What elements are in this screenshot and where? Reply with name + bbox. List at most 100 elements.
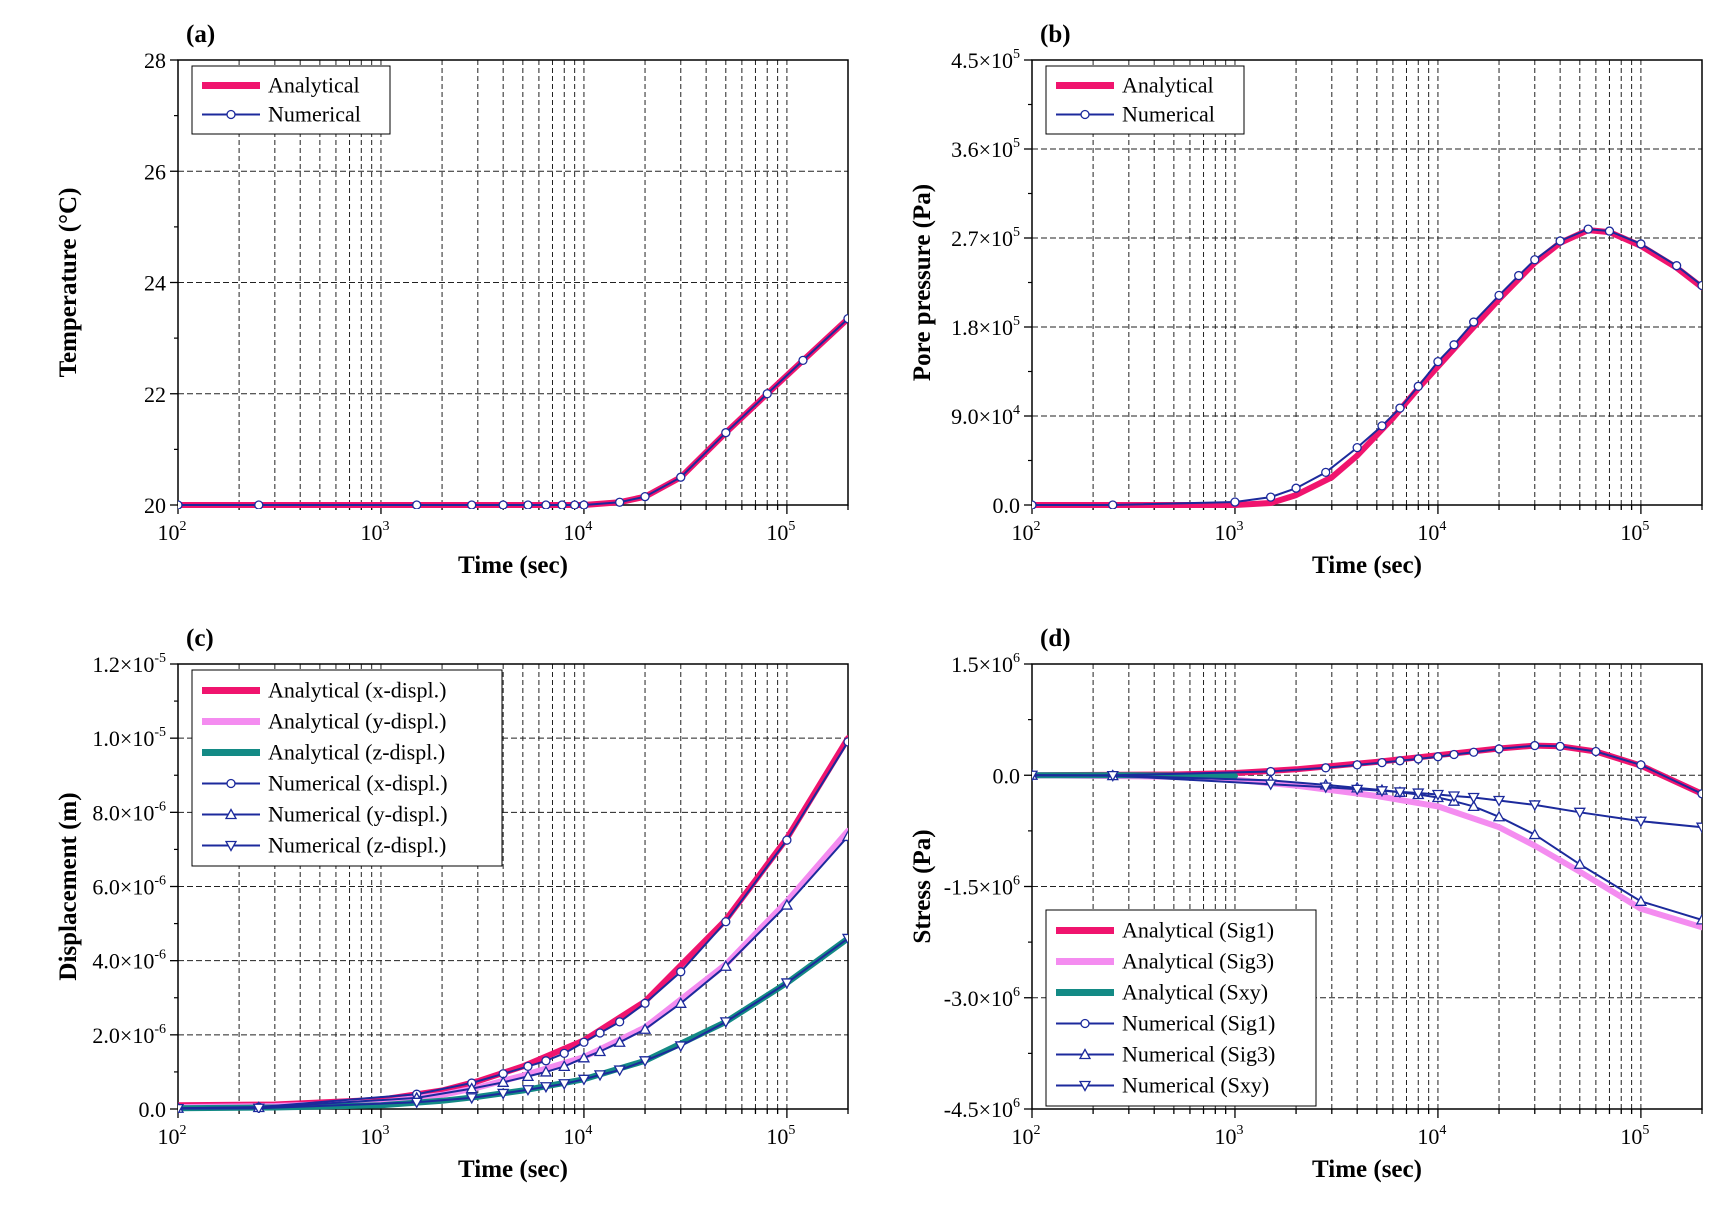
y-tick-label: 9.0×104 <box>951 403 1020 429</box>
legend-label: Analytical (Sig3) <box>1122 949 1274 974</box>
data-point <box>595 1028 605 1038</box>
data-point <box>1321 467 1331 478</box>
legend-label: Analytical (z-displ.) <box>268 740 445 765</box>
x-tick-label-exp: 4 <box>1439 1123 1446 1138</box>
y-axis-label: Temperature (°C) <box>55 188 82 378</box>
data-point <box>1636 760 1646 770</box>
legend-marker <box>226 109 236 120</box>
series-line <box>178 937 848 1110</box>
x-tick-label: 104 <box>563 1123 592 1149</box>
y-tick-label: 0.0 <box>993 493 1021 518</box>
data-point <box>1469 747 1479 757</box>
y-tick-label-exp: 4 <box>1013 403 1020 418</box>
legend-box <box>1045 65 1245 135</box>
legend-box <box>1045 909 1317 1107</box>
data-point <box>1431 789 1445 801</box>
data-point <box>615 1017 625 1027</box>
y-tick-label: 1.8×105 <box>951 314 1020 340</box>
y-tick-label-base: 3.6×10 <box>951 137 1013 162</box>
data-point <box>1671 261 1682 271</box>
data-point <box>613 1035 626 1047</box>
panel-label: (c) <box>186 625 214 652</box>
data-point <box>1032 500 1037 509</box>
x-tick-label-exp: 2 <box>1034 519 1041 534</box>
data-point <box>613 1065 626 1077</box>
x-tick-label-base: 10 <box>158 520 180 545</box>
x-tick-label-base: 10 <box>1214 1124 1236 1149</box>
y-tick-label-base: 2.0×10 <box>92 1023 154 1048</box>
series-line <box>1032 774 1702 829</box>
x-tick-label-base: 10 <box>766 520 788 545</box>
x-tick-label: 102 <box>1012 1123 1041 1149</box>
data-point <box>1351 784 1364 796</box>
y-tick-label-base: 8.0×10 <box>92 800 154 825</box>
data-point <box>579 1037 589 1047</box>
data-point <box>1634 816 1648 828</box>
data-point <box>521 1085 535 1097</box>
data-point <box>1319 782 1332 794</box>
legend: Analytical Numerical <box>1045 65 1245 135</box>
data-point <box>1352 760 1362 770</box>
data-point <box>1413 381 1423 391</box>
series-line <box>178 741 848 1110</box>
x-tick-label-base: 10 <box>766 1124 788 1149</box>
x-tick-label-base: 10 <box>158 1124 180 1149</box>
y-tick-label-base: -1.5×10 <box>944 875 1013 900</box>
data-point <box>465 1093 478 1105</box>
legend-label: Numerical <box>268 102 361 127</box>
chart-panel-d: 102 103 104 105-4.5×106-3.0×106-1.5×1060.01… <box>909 625 1703 1183</box>
series-numerical <box>1032 224 1702 509</box>
data-point <box>410 1097 423 1109</box>
y-tick-label: 0.0 <box>139 1097 167 1122</box>
y-tick-label-exp: -6 <box>154 874 166 889</box>
x-tick-label-exp: 4 <box>585 1123 592 1138</box>
y-tick-label-base: 4.5×10 <box>951 48 1013 73</box>
data-point <box>557 500 567 509</box>
data-point <box>1377 421 1387 431</box>
y-tick-label: 3.6×105 <box>951 136 1020 162</box>
legend-marker <box>1078 1048 1092 1060</box>
legend-marker <box>1078 1080 1092 1092</box>
data-point <box>1433 752 1443 762</box>
data-point <box>1377 757 1387 768</box>
data-point <box>638 1022 652 1034</box>
y-tick-label-exp: 5 <box>1013 136 1020 151</box>
y-tick-label: 22 <box>144 382 166 407</box>
y-tick-label: 6.0×10-6 <box>92 874 166 900</box>
legend-label: Analytical <box>268 73 360 98</box>
y-tick-label: 1.2×10-5 <box>92 651 166 677</box>
data-point <box>1530 255 1540 265</box>
series-line <box>178 935 848 1112</box>
data-point <box>1264 779 1277 791</box>
series-line <box>178 827 848 1111</box>
data-point <box>1494 290 1504 301</box>
data-point <box>676 967 686 977</box>
x-tick-label-base: 10 <box>1417 520 1439 545</box>
y-tick-label-exp: -6 <box>154 948 166 963</box>
x-tick-label-exp: 2 <box>180 519 187 534</box>
legend-label: Analytical (Sxy) <box>1122 980 1268 1005</box>
data-point <box>497 1075 510 1087</box>
y-tick-label-base: 1.2×10 <box>92 652 154 677</box>
data-point <box>1636 239 1646 249</box>
series-line <box>1032 774 1702 921</box>
y-tick-label-base: 4.0×10 <box>92 949 154 974</box>
series-analytical-y-displ <box>178 827 848 1111</box>
data-point <box>593 1070 607 1082</box>
data-point <box>1266 492 1276 502</box>
series-numerical <box>178 314 848 509</box>
y-tick-label-base: 9.0×10 <box>951 404 1013 429</box>
data-layer <box>1032 224 1702 509</box>
series-numerical-z-displ <box>178 933 848 1113</box>
data-point <box>780 978 794 990</box>
x-tick-label: 103 <box>360 1123 389 1149</box>
legend-box <box>191 65 391 135</box>
x-axis-label: Time (sec) <box>1312 552 1422 579</box>
legend-label: Analytical (y-displ.) <box>268 709 446 734</box>
y-tick-label-exp: -6 <box>154 799 166 814</box>
x-tick-label-base: 10 <box>563 1124 585 1149</box>
legend-marker <box>1080 1018 1090 1029</box>
x-tick-label-exp: 5 <box>1642 519 1649 534</box>
legend-label: Analytical (x-displ.) <box>268 678 446 703</box>
